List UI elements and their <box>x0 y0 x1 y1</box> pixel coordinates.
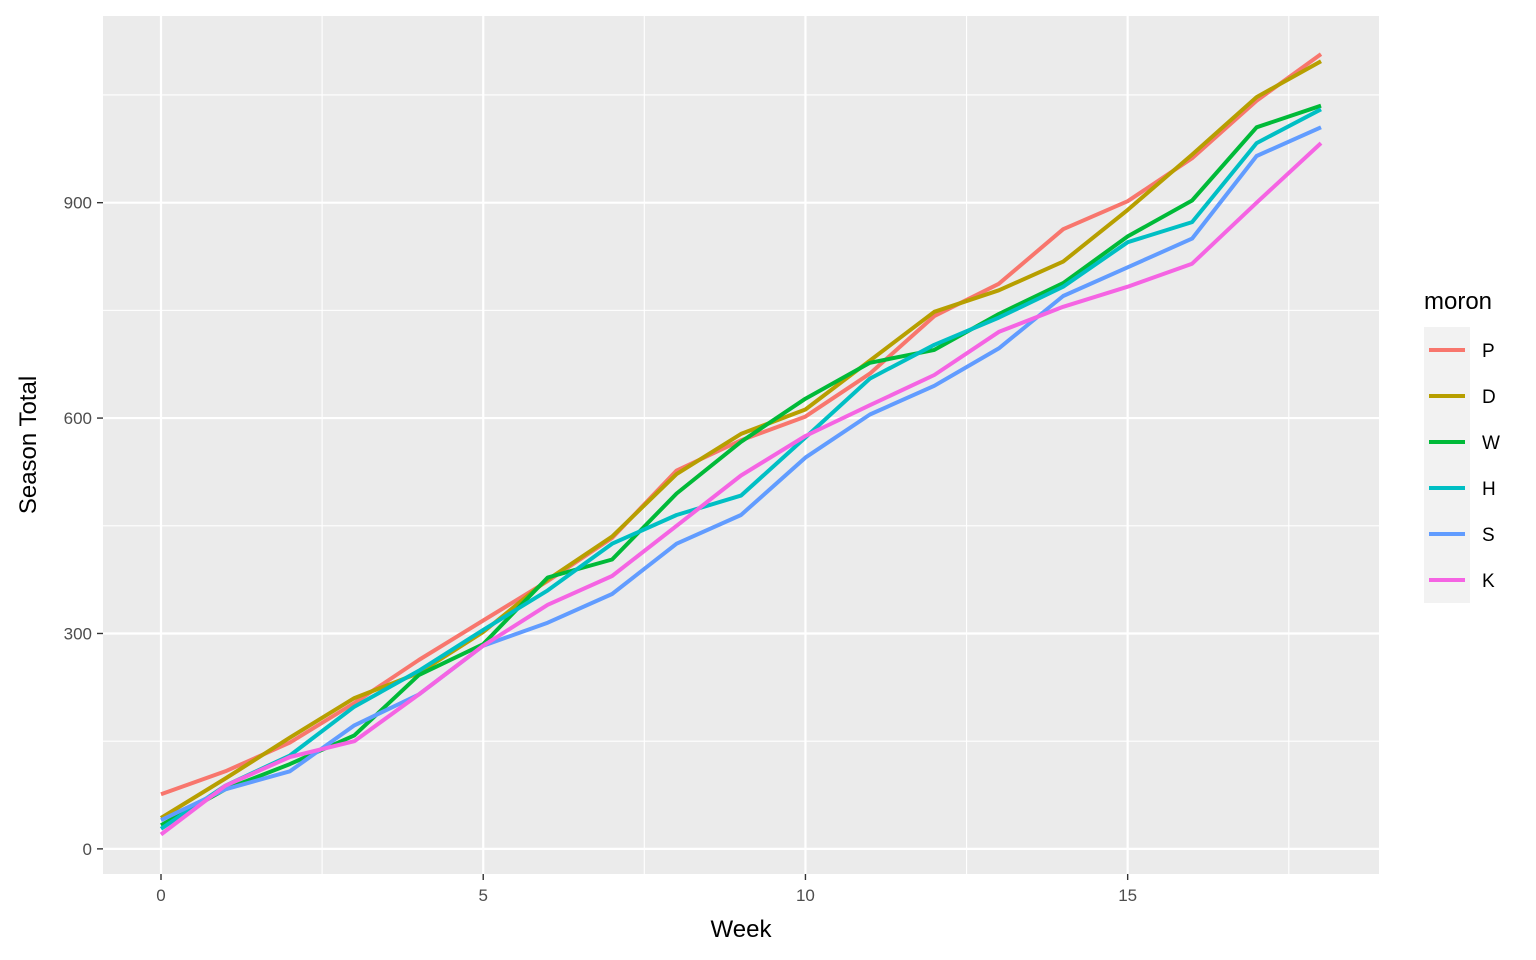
x-tick-label: 0 <box>156 886 165 905</box>
legend-items: P D W H S K <box>1424 327 1500 603</box>
plot-panel <box>103 16 1379 874</box>
x-tick-label: 5 <box>478 886 487 905</box>
y-tick-label: 300 <box>64 624 92 643</box>
x-tick-label: 10 <box>796 886 815 905</box>
series-line-S <box>160 125 1322 823</box>
x-tick-label: 15 <box>1118 886 1137 905</box>
series-line-W <box>160 103 1322 827</box>
series-line-K <box>159 141 1323 837</box>
legend-label: H <box>1482 479 1496 500</box>
legend-label: S <box>1482 525 1495 546</box>
legend-label: P <box>1482 341 1495 362</box>
y-tick-label: 600 <box>64 409 92 428</box>
x-axis-ticks: 0 5 10 15 <box>156 874 1137 905</box>
legend-label: W <box>1482 433 1500 454</box>
y-axis-title: Season Total <box>15 376 42 514</box>
y-tick-label: 900 <box>64 194 92 213</box>
major-gridlines <box>103 16 1379 874</box>
series-line-H <box>159 107 1322 831</box>
legend-label: D <box>1482 387 1496 408</box>
legend-label: K <box>1482 571 1495 592</box>
series-lines <box>159 52 1323 837</box>
legend: moron P D W H S K <box>1424 288 1500 603</box>
series-line-D <box>159 59 1322 820</box>
y-tick-label: 0 <box>83 840 92 859</box>
x-axis-title: Week <box>711 916 773 943</box>
legend-title: moron <box>1424 288 1492 315</box>
y-axis-ticks: 0 300 600 900 <box>64 194 103 859</box>
minor-gridlines <box>103 16 1379 874</box>
